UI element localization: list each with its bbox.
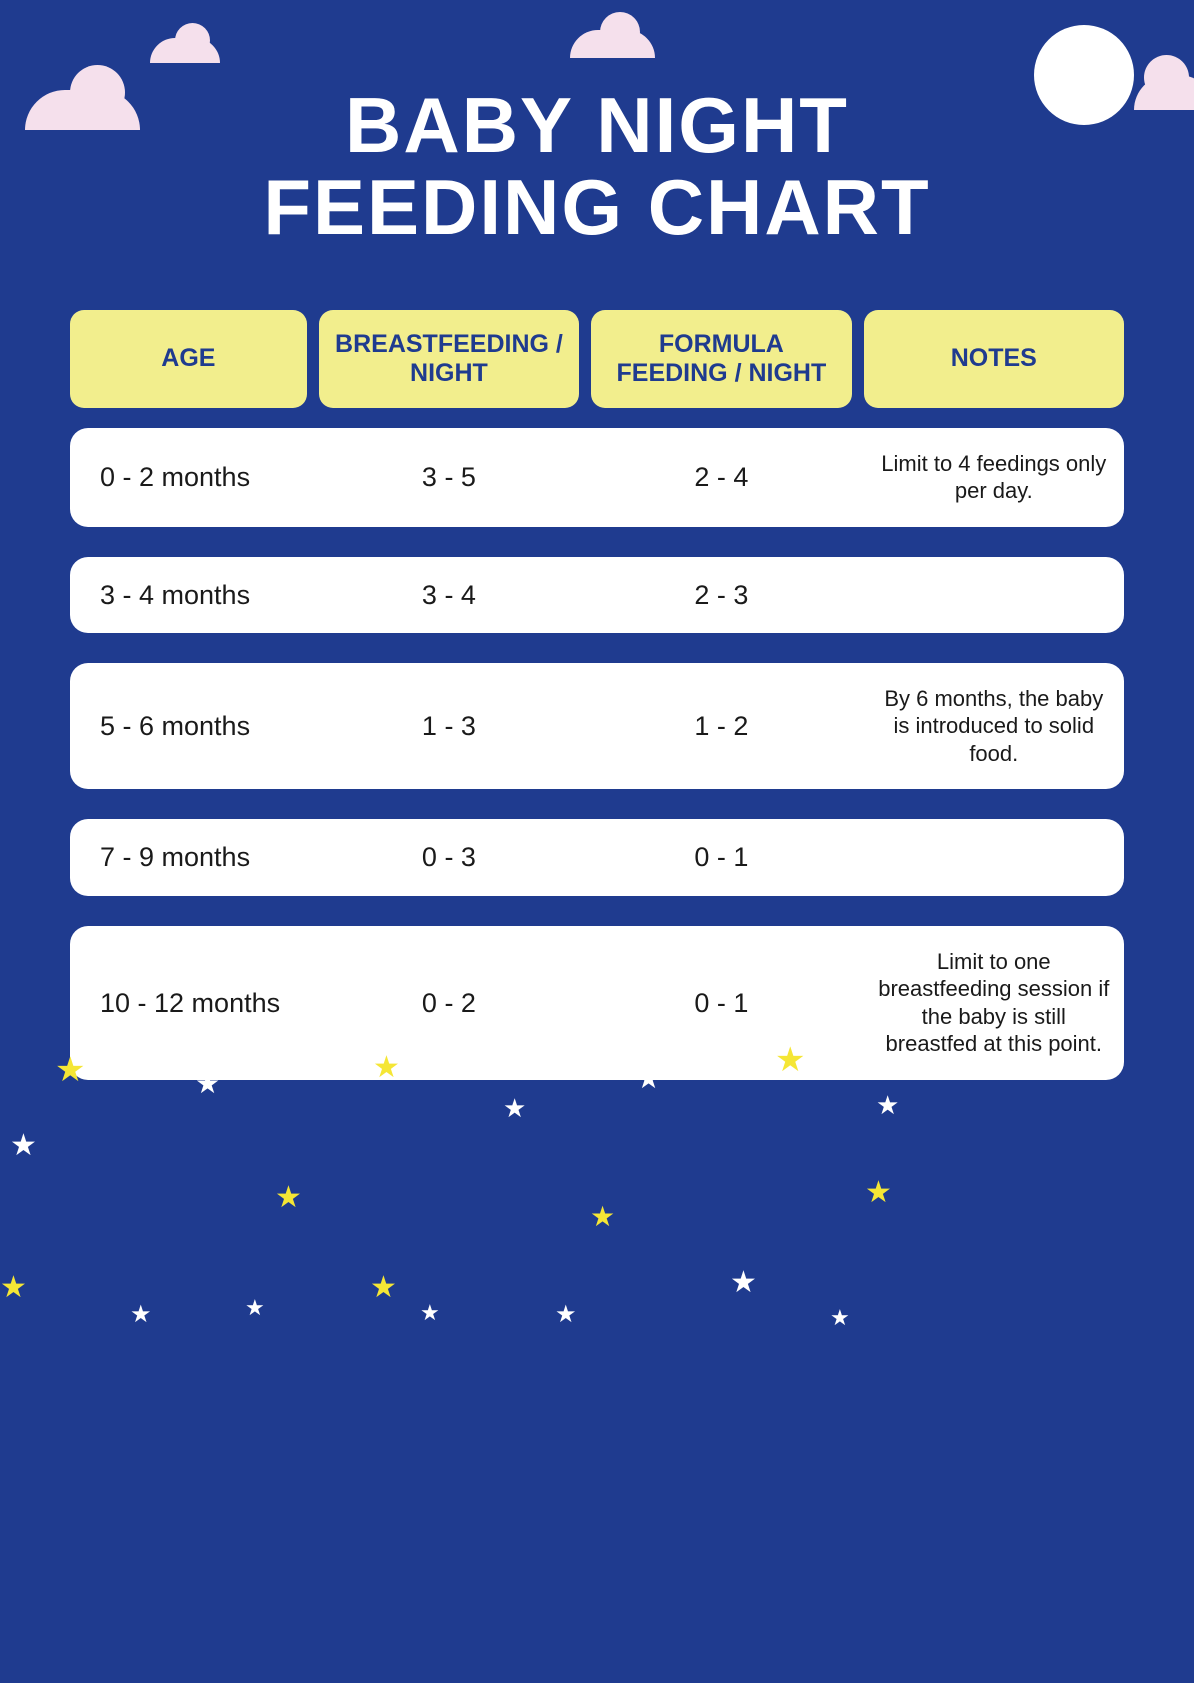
table-header-row: AGE BREASTFEEDING / NIGHT FORMULA FEEDIN… — [70, 310, 1124, 408]
table-row: 7 - 9 months 0 - 3 0 - 1 — [70, 819, 1124, 895]
cell-formula: 2 - 4 — [591, 461, 851, 493]
header-age: AGE — [70, 310, 307, 408]
cell-notes: By 6 months, the baby is introduced to s… — [864, 685, 1124, 768]
cell-age: 0 - 2 months — [70, 461, 307, 493]
header-breastfeeding: BREASTFEEDING / NIGHT — [319, 310, 579, 408]
cell-breastfeeding: 3 - 4 — [319, 579, 579, 611]
star-icon: ★ — [775, 1040, 805, 1080]
star-icon: ★ — [420, 1300, 440, 1326]
cell-breastfeeding: 1 - 3 — [319, 710, 579, 742]
feeding-chart-table: AGE BREASTFEEDING / NIGHT FORMULA FEEDIN… — [70, 310, 1124, 1110]
header-formula: FORMULA FEEDING / NIGHT — [591, 310, 851, 408]
cell-breastfeeding: 0 - 2 — [319, 987, 579, 1019]
table-row: 10 - 12 months 0 - 2 0 - 1 Limit to one … — [70, 926, 1124, 1080]
page-title: BABY NIGHT FEEDING CHART — [0, 85, 1194, 249]
star-icon: ★ — [730, 1265, 757, 1300]
star-icon: ★ — [590, 1200, 615, 1233]
star-icon: ★ — [555, 1300, 577, 1329]
star-icon: ★ — [245, 1295, 265, 1321]
star-icon: ★ — [370, 1270, 397, 1305]
cell-breastfeeding: 3 - 5 — [319, 461, 579, 493]
cell-age: 3 - 4 months — [70, 579, 307, 611]
star-icon: ★ — [275, 1180, 302, 1215]
table-row: 3 - 4 months 3 - 4 2 - 3 — [70, 557, 1124, 633]
table-row: 0 - 2 months 3 - 5 2 - 4 Limit to 4 feed… — [70, 428, 1124, 527]
title-line-2: FEEDING CHART — [263, 163, 930, 251]
star-icon: ★ — [503, 1093, 526, 1124]
star-icon: ★ — [865, 1175, 892, 1210]
star-icon: ★ — [195, 1067, 220, 1100]
cell-notes: Limit to one breastfeeding session if th… — [864, 948, 1124, 1058]
star-icon: ★ — [55, 1050, 85, 1090]
table-row: 5 - 6 months 1 - 3 1 - 2 By 6 months, th… — [70, 663, 1124, 790]
cell-formula: 0 - 1 — [591, 987, 851, 1019]
star-icon: ★ — [0, 1270, 27, 1305]
star-icon: ★ — [830, 1305, 850, 1331]
cell-formula: 2 - 3 — [591, 579, 851, 611]
cell-breastfeeding: 0 - 3 — [319, 841, 579, 873]
cell-formula: 1 - 2 — [591, 710, 851, 742]
title-line-1: BABY NIGHT — [345, 81, 849, 169]
cell-age: 5 - 6 months — [70, 710, 307, 742]
cell-formula: 0 - 1 — [591, 841, 851, 873]
star-icon: ★ — [130, 1300, 152, 1329]
cell-notes: Limit to 4 feedings only per day. — [864, 450, 1124, 505]
star-icon: ★ — [10, 1128, 37, 1163]
star-icon: ★ — [373, 1050, 400, 1085]
star-icon: ★ — [636, 1062, 661, 1095]
cloud-icon — [150, 38, 220, 63]
star-icon: ★ — [876, 1090, 899, 1121]
cell-age: 10 - 12 months — [70, 987, 307, 1019]
cloud-icon — [570, 30, 655, 58]
cell-age: 7 - 9 months — [70, 841, 307, 873]
header-notes: NOTES — [864, 310, 1124, 408]
